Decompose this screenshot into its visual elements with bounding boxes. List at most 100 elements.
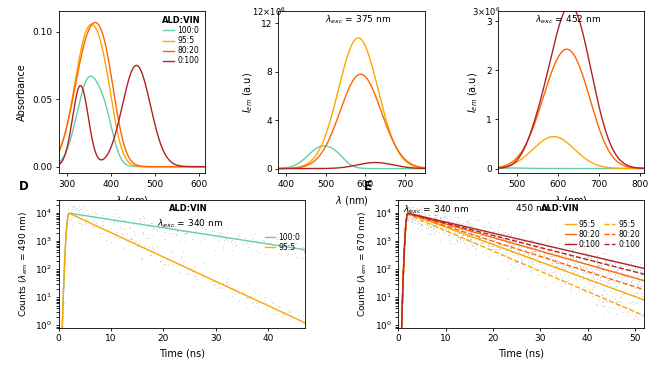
Point — [396, 323, 407, 329]
Point — [566, 250, 576, 256]
Point — [512, 242, 523, 248]
Point — [568, 271, 578, 277]
Point — [245, 232, 256, 238]
Point — [439, 213, 449, 219]
Point — [61, 222, 71, 228]
Point — [533, 242, 543, 248]
Point — [444, 237, 454, 243]
Point — [519, 238, 530, 244]
Point — [624, 305, 634, 311]
Point — [523, 251, 534, 257]
Point — [542, 235, 553, 241]
Point — [577, 242, 587, 248]
Point — [232, 233, 242, 239]
Point — [218, 245, 229, 251]
Point — [622, 309, 632, 315]
Point — [607, 270, 618, 276]
Point — [544, 247, 554, 253]
Point — [182, 270, 193, 276]
Point — [589, 284, 600, 290]
Point — [453, 214, 464, 220]
Point — [408, 212, 418, 218]
Point — [598, 266, 608, 272]
Point — [543, 247, 553, 253]
Point — [457, 230, 467, 236]
Point — [117, 231, 128, 237]
Point — [254, 299, 264, 305]
Point — [407, 216, 417, 222]
Point — [446, 223, 456, 229]
Point — [589, 269, 599, 275]
Point — [394, 331, 404, 337]
Point — [631, 264, 642, 270]
Point — [443, 218, 454, 224]
Point — [495, 241, 506, 247]
Point — [227, 293, 237, 299]
Point — [240, 294, 251, 300]
Point — [451, 235, 462, 241]
Point — [298, 320, 309, 326]
Point — [631, 291, 642, 297]
Point — [495, 246, 505, 252]
Point — [394, 331, 404, 337]
Point — [190, 228, 201, 234]
Point — [518, 228, 529, 234]
Point — [256, 234, 266, 240]
Point — [613, 264, 623, 270]
Point — [519, 250, 529, 256]
Point — [72, 213, 82, 219]
Point — [493, 252, 503, 258]
Point — [197, 234, 208, 240]
Point — [145, 252, 155, 258]
Point — [411, 205, 422, 211]
Point — [480, 247, 490, 253]
Point — [393, 331, 404, 337]
Point — [433, 218, 443, 224]
Point — [449, 215, 459, 221]
Point — [622, 279, 632, 285]
Point — [553, 277, 563, 283]
Point — [510, 239, 520, 245]
Point — [149, 225, 159, 231]
Point — [424, 223, 435, 229]
Point — [510, 242, 520, 248]
Point — [449, 221, 460, 227]
Point — [565, 255, 575, 261]
Point — [167, 261, 177, 267]
Point — [272, 236, 283, 242]
Point — [259, 251, 270, 257]
Point — [493, 227, 503, 233]
Point — [115, 225, 126, 231]
Point — [400, 242, 410, 248]
Point — [465, 232, 475, 238]
Point — [475, 236, 486, 242]
Point — [547, 263, 558, 269]
Point — [492, 249, 503, 255]
Point — [522, 245, 533, 251]
Point — [421, 219, 432, 225]
Point — [406, 198, 416, 204]
Point — [200, 264, 210, 270]
Point — [396, 331, 406, 337]
Point — [578, 251, 589, 257]
Point — [450, 223, 460, 229]
Point — [159, 229, 170, 235]
X-axis label: $\lambda$ (nm): $\lambda$ (nm) — [555, 194, 588, 207]
Point — [428, 216, 439, 222]
Point — [551, 258, 562, 264]
Point — [621, 277, 631, 283]
Point — [432, 224, 443, 230]
Point — [423, 225, 434, 231]
Point — [271, 231, 282, 237]
Point — [417, 223, 427, 229]
Point — [396, 331, 406, 337]
Point — [528, 238, 538, 244]
Point — [440, 227, 450, 233]
Point — [95, 234, 105, 241]
Point — [586, 265, 596, 271]
Point — [466, 229, 477, 235]
Point — [542, 248, 553, 254]
Point — [423, 224, 434, 230]
Point — [510, 250, 520, 256]
Point — [65, 216, 76, 222]
